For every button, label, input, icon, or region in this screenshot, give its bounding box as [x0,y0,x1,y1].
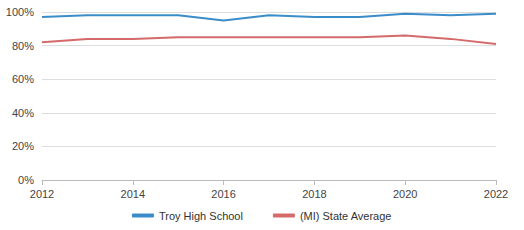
svg-text:(MI) State Average: (MI) State Average [300,210,392,222]
svg-text:2014: 2014 [121,188,145,200]
svg-text:80%: 80% [12,40,34,52]
svg-text:2012: 2012 [30,188,54,200]
svg-text:2022: 2022 [484,188,508,200]
svg-text:2016: 2016 [211,188,235,200]
svg-text:40%: 40% [12,107,34,119]
svg-text:Troy High School: Troy High School [159,210,243,222]
svg-text:0%: 0% [18,174,34,186]
svg-text:2018: 2018 [302,188,326,200]
svg-text:100%: 100% [6,6,34,18]
svg-text:60%: 60% [12,73,34,85]
svg-text:20%: 20% [12,140,34,152]
svg-text:2020: 2020 [393,188,417,200]
